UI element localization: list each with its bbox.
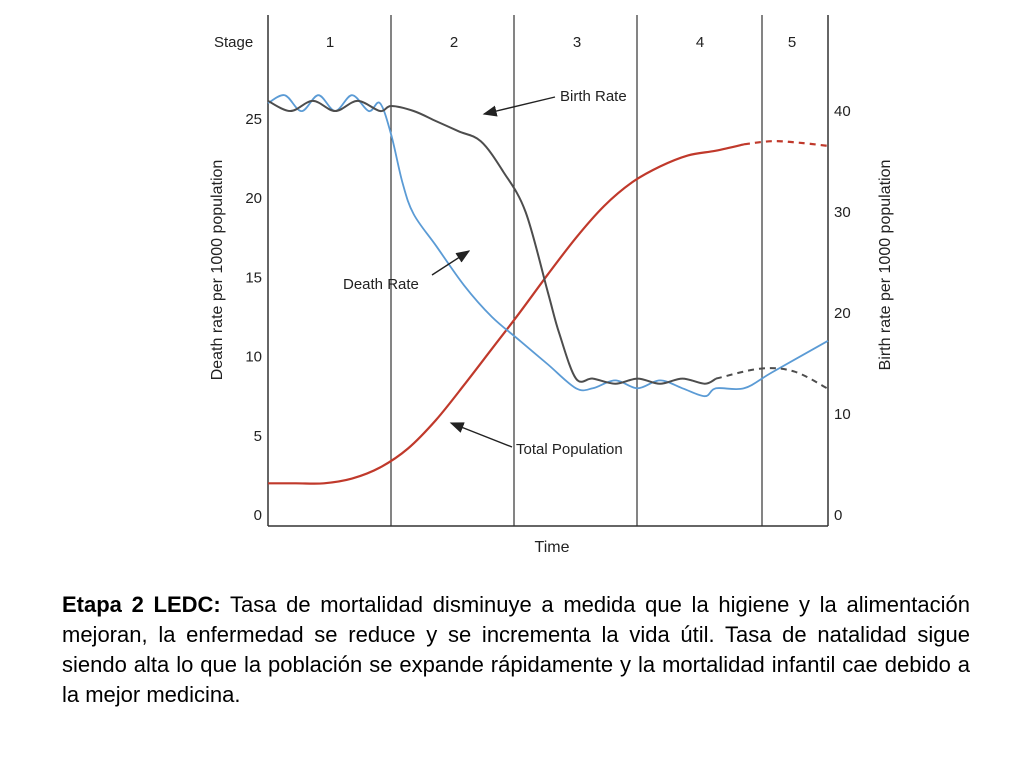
right-tick-label: 0	[834, 507, 842, 524]
series-line-birth-rate-projection	[715, 367, 829, 390]
right-tick-label: 40	[834, 103, 851, 120]
stage-label-3: 3	[573, 34, 581, 51]
left-axis-title: Death rate per 1000 population	[209, 160, 226, 381]
left-tick-label: 5	[254, 428, 262, 445]
stage-label-5: 5	[788, 34, 796, 51]
birth-rate-annotation: Birth Rate	[560, 88, 627, 105]
left-tick-label: 20	[245, 190, 262, 207]
left-tick-labels: 0 5 10 15 20 25	[245, 111, 262, 524]
series-line-birth-rate	[267, 99, 717, 385]
right-tick-label: 30	[834, 204, 851, 221]
right-axis-title: Birth rate per 1000 population	[877, 160, 894, 371]
series-line-total-population	[267, 143, 745, 485]
stage-label-2: 2	[450, 34, 458, 51]
left-tick-label: 25	[245, 111, 262, 128]
right-tick-label: 20	[834, 305, 851, 322]
death-rate-arrow	[431, 250, 471, 276]
demographic-transition-chart: Stage 1 2 3 4 5 Death rate per 1000 popu…	[209, 15, 894, 556]
stage-label-1: 1	[326, 34, 334, 51]
series-line-total-population-projection	[743, 140, 829, 147]
left-tick-label: 10	[245, 349, 262, 366]
birth-rate-arrow	[482, 96, 556, 117]
caption-text: Tasa de mortalidad disminuye a medida qu…	[62, 592, 970, 707]
stage-label-4: 4	[696, 34, 704, 51]
series-line-death-rate	[267, 94, 829, 398]
left-tick-label: 0	[254, 507, 262, 524]
right-tick-label: 10	[834, 406, 851, 423]
right-tick-labels: 0 10 20 30 40	[834, 103, 851, 524]
caption-paragraph: Etapa 2 LEDC: Tasa de mortalidad disminu…	[62, 590, 970, 710]
death-rate-annotation: Death Rate	[343, 276, 419, 293]
left-tick-label: 15	[245, 269, 262, 286]
caption-bold-lead: Etapa 2 LEDC:	[62, 592, 221, 617]
x-axis-title: Time	[535, 539, 570, 556]
total-population-annotation: Total Population	[516, 441, 623, 458]
stage-header-label: Stage	[214, 34, 253, 51]
total-population-arrow	[449, 422, 513, 448]
